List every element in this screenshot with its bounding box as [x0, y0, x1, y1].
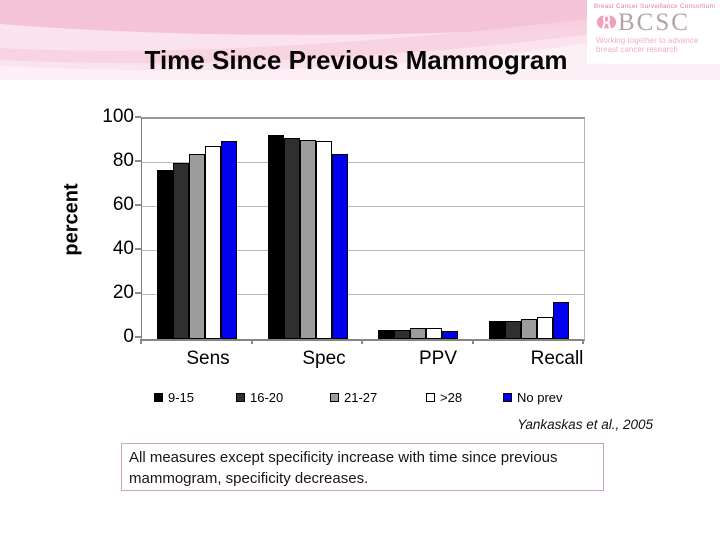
- y-tick-mark: [135, 116, 141, 118]
- bar-group-spec: [253, 119, 364, 339]
- legend-label: 16-20: [250, 389, 284, 405]
- bar-spec-16-20: [283, 138, 300, 339]
- gridline-40: [142, 250, 584, 251]
- bar-sens-No prev: [221, 141, 238, 339]
- x-tick-mark: [140, 339, 142, 344]
- page-title: Time Since Previous Mammogram: [144, 45, 568, 75]
- category-label-ppv: PPV: [418, 348, 458, 369]
- y-tick-mark: [135, 248, 141, 250]
- x-tick-mark: [361, 339, 363, 344]
- y-tick-mark: [135, 292, 141, 294]
- bar-ppv->28: [426, 328, 443, 339]
- bar-spec-No prev: [331, 154, 348, 339]
- note-box: All measures except specificity increase…: [121, 443, 604, 491]
- bcsc-logo: Breast Cancer Surveillance Consortium BC…: [587, 0, 720, 64]
- category-label-recall: Recall: [530, 348, 584, 369]
- legend-swatch-No prev: [503, 392, 512, 402]
- y-tick-label: 60: [112, 194, 134, 215]
- y-tick-mark: [135, 204, 141, 206]
- x-tick-mark: [582, 339, 584, 344]
- y-tick-mark: [135, 336, 141, 338]
- logo-row: BCSC: [596, 9, 716, 36]
- x-tick-mark: [471, 339, 474, 344]
- logo-acronym: BCSC: [618, 9, 690, 36]
- header-wave-bottom: [0, 20, 720, 80]
- bar-recall-16-20: [504, 321, 521, 339]
- bar-group-sens: [142, 119, 253, 339]
- logo-tagline-line1: Working together to advance: [596, 36, 699, 45]
- logo-tagline: Working together to advance breast cance…: [596, 36, 716, 54]
- bar-group-ppv: [363, 119, 474, 339]
- legend-swatch-21-27: [330, 392, 339, 402]
- gridline-80: [142, 162, 584, 163]
- bar-recall->28: [536, 317, 553, 339]
- bar-recall-No prev: [552, 302, 569, 339]
- header-wave-streak: [0, 2, 720, 64]
- bar-ppv-9-15: [378, 330, 395, 339]
- legend-item-16-20: 16-20: [236, 389, 284, 405]
- category-label-sens: Sens: [186, 348, 230, 369]
- y-tick-label: 40: [112, 238, 134, 259]
- bar-spec-9-15: [267, 135, 284, 339]
- bar-ppv-No prev: [442, 331, 459, 339]
- bar-spec-21-27: [299, 140, 316, 339]
- bar-sens->28: [205, 146, 222, 339]
- x-tick-mark: [250, 339, 253, 344]
- legend-swatch->28: [426, 392, 435, 402]
- bar-spec->28: [315, 141, 332, 339]
- bar-sens-21-27: [189, 154, 206, 339]
- bar-recall-9-15: [488, 321, 505, 339]
- bar-ppv-16-20: [394, 330, 411, 339]
- logo-tagline-line2: breast cancer research: [596, 45, 678, 54]
- citation: Yankaskas et al., 2005: [517, 417, 653, 432]
- gridline-60: [142, 206, 584, 207]
- plot-area: Sens Spec PPV Recall: [141, 117, 585, 369]
- bar-ppv-21-27: [410, 328, 427, 339]
- y-tick-label: 80: [112, 150, 134, 171]
- y-tick-mark: [135, 160, 141, 162]
- chart-legend: 9-15 16-20 21-27 >28 No prev: [0, 390, 720, 406]
- legend-label: >28: [440, 389, 463, 405]
- legend-item-21-27: 21-27: [330, 389, 378, 405]
- bar-sens-16-20: [173, 163, 190, 339]
- legend-item-9-15: 9-15: [154, 389, 195, 405]
- legend-swatch-16-20: [236, 392, 245, 402]
- legend-label: 21-27: [344, 389, 378, 405]
- legend-swatch-9-15: [154, 392, 163, 402]
- gridline-20: [142, 294, 584, 295]
- legend-label: 9-15: [168, 389, 195, 405]
- y-tick-label: 20: [112, 282, 134, 303]
- pink-ribbon-icon: [596, 14, 617, 31]
- bar-recall-21-27: [520, 319, 537, 339]
- y-axis-title: percent: [60, 183, 83, 256]
- y-tick-label: 100: [102, 106, 134, 127]
- y-tick-label: 0: [123, 326, 134, 347]
- legend-item-No prev: No prev: [503, 389, 563, 405]
- legend-item->28: >28: [426, 389, 463, 405]
- logo-org-name: Breast Cancer Surveillance Consortium: [593, 3, 716, 10]
- legend-label: No prev: [517, 389, 563, 405]
- bar-sens-9-15: [157, 170, 174, 339]
- bar-group-recall: [474, 119, 585, 339]
- category-label-spec: Spec: [302, 348, 346, 369]
